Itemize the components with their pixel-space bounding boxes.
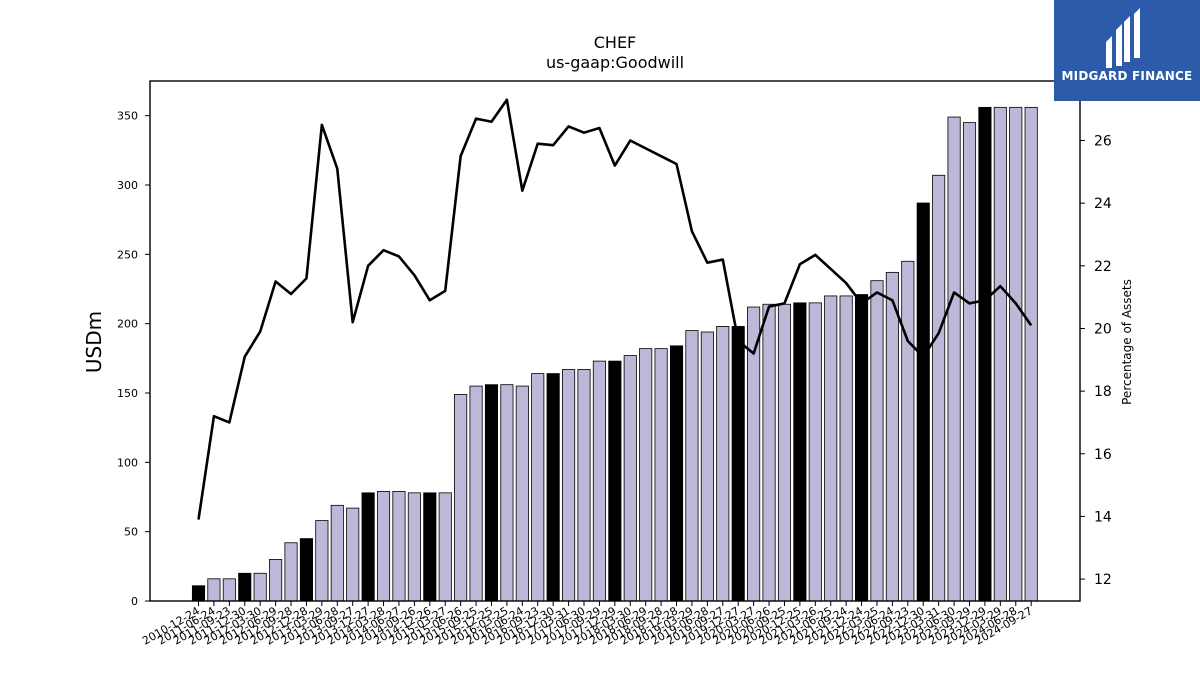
y-tick-label: 300	[117, 179, 138, 192]
y-tick-label: 200	[117, 318, 138, 331]
bar	[407, 492, 421, 602]
bar	[855, 294, 869, 602]
bar	[469, 385, 483, 602]
bar	[577, 369, 591, 602]
bar	[438, 492, 452, 602]
brand-name: MIDGARD FINANCE	[1061, 69, 1193, 83]
bar	[1024, 106, 1038, 602]
axes: 0501001502002503003501214161820222426201…	[117, 80, 1112, 648]
bar	[793, 302, 807, 602]
line-series	[197, 98, 1033, 520]
y2-tick-label: 26	[1094, 134, 1112, 150]
y2-tick-label: 24	[1094, 196, 1112, 212]
bar	[562, 369, 576, 602]
y-tick-label: 100	[117, 456, 138, 469]
bar	[885, 271, 899, 602]
bar	[222, 578, 236, 602]
y-tick-label: 150	[117, 387, 138, 400]
bar-series	[191, 106, 1038, 602]
bar	[731, 326, 745, 602]
y2-tick-label: 16	[1094, 447, 1112, 463]
bar	[1009, 106, 1023, 602]
bar	[716, 326, 730, 602]
y-tick-label: 350	[117, 110, 138, 123]
bar	[962, 122, 977, 602]
bar	[315, 520, 329, 602]
bar	[901, 260, 915, 602]
bar	[762, 303, 776, 602]
bar	[299, 538, 313, 602]
bar	[592, 360, 606, 602]
y2-tick-label: 20	[1094, 321, 1112, 337]
bar	[330, 504, 344, 602]
bar	[654, 348, 668, 602]
y-axis-label: USDm	[82, 311, 106, 373]
bar	[454, 393, 468, 602]
y2-tick-label: 12	[1094, 572, 1112, 588]
chart-title: CHEF	[594, 33, 637, 52]
bar	[608, 360, 622, 602]
bar	[500, 384, 514, 602]
bar	[839, 295, 853, 602]
bar	[978, 106, 992, 602]
bar	[253, 572, 267, 602]
bar	[423, 492, 437, 602]
y2-axis-label: Percentage of Assets	[1120, 279, 1134, 405]
y-tick-label: 50	[124, 526, 138, 539]
bar	[269, 559, 283, 602]
bar	[376, 491, 391, 602]
bar	[346, 507, 360, 602]
bar	[191, 585, 206, 602]
bar	[916, 202, 930, 602]
bar	[207, 578, 221, 602]
bar	[777, 303, 792, 602]
bar	[700, 331, 714, 602]
y2-tick-label: 14	[1094, 509, 1112, 525]
percentage-of-assets-line	[197, 98, 1033, 520]
bar	[531, 373, 545, 602]
bar	[669, 345, 684, 602]
bar	[623, 355, 637, 602]
y-tick-label: 250	[117, 248, 138, 261]
bar	[546, 373, 560, 602]
brand-logo: MIDGARD FINANCE	[1054, 0, 1200, 101]
bar	[484, 384, 499, 602]
midgard-logo-icon	[1106, 8, 1140, 68]
bar	[947, 116, 961, 602]
chart-subtitle: us-gaap:Goodwill	[546, 53, 684, 72]
bar	[284, 542, 298, 602]
bar	[392, 491, 406, 602]
y2-tick-label: 18	[1094, 384, 1112, 400]
y-tick-label: 0	[131, 595, 138, 608]
bar	[993, 106, 1007, 602]
bar	[639, 348, 653, 602]
bar	[808, 302, 822, 602]
y2-tick-label: 22	[1094, 259, 1112, 275]
bar	[932, 174, 946, 602]
bar	[824, 295, 838, 602]
bar	[238, 572, 252, 602]
bar	[870, 280, 884, 602]
bar	[685, 330, 699, 602]
bar	[361, 492, 375, 602]
bar	[515, 385, 529, 602]
